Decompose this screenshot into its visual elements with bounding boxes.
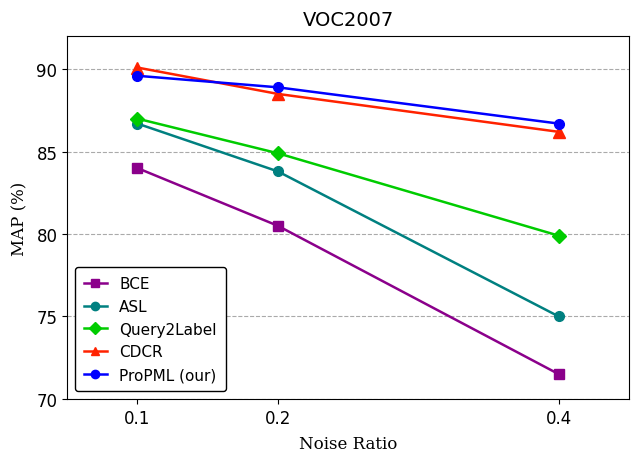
CDCR bbox=[274, 92, 282, 98]
Query2Label bbox=[555, 233, 563, 239]
Query2Label bbox=[274, 151, 282, 156]
Line: BCE: BCE bbox=[132, 164, 564, 379]
CDCR bbox=[134, 66, 141, 71]
Y-axis label: MAP (%): MAP (%) bbox=[11, 181, 28, 255]
CDCR bbox=[555, 130, 563, 135]
ProPML (our) bbox=[134, 74, 141, 79]
BCE bbox=[274, 224, 282, 229]
Line: Query2Label: Query2Label bbox=[132, 114, 564, 241]
X-axis label: Noise Ratio: Noise Ratio bbox=[299, 435, 397, 452]
Line: ProPML (our): ProPML (our) bbox=[132, 72, 564, 129]
Line: CDCR: CDCR bbox=[132, 63, 564, 138]
Legend: BCE, ASL, Query2Label, CDCR, ProPML (our): BCE, ASL, Query2Label, CDCR, ProPML (our… bbox=[75, 268, 226, 391]
ASL bbox=[555, 314, 563, 319]
ASL bbox=[274, 169, 282, 175]
ProPML (our) bbox=[274, 85, 282, 91]
ProPML (our) bbox=[555, 121, 563, 127]
BCE bbox=[555, 371, 563, 377]
ASL bbox=[134, 121, 141, 127]
Query2Label bbox=[134, 117, 141, 122]
BCE bbox=[134, 166, 141, 171]
Title: VOC2007: VOC2007 bbox=[303, 11, 394, 30]
Line: ASL: ASL bbox=[132, 119, 564, 322]
